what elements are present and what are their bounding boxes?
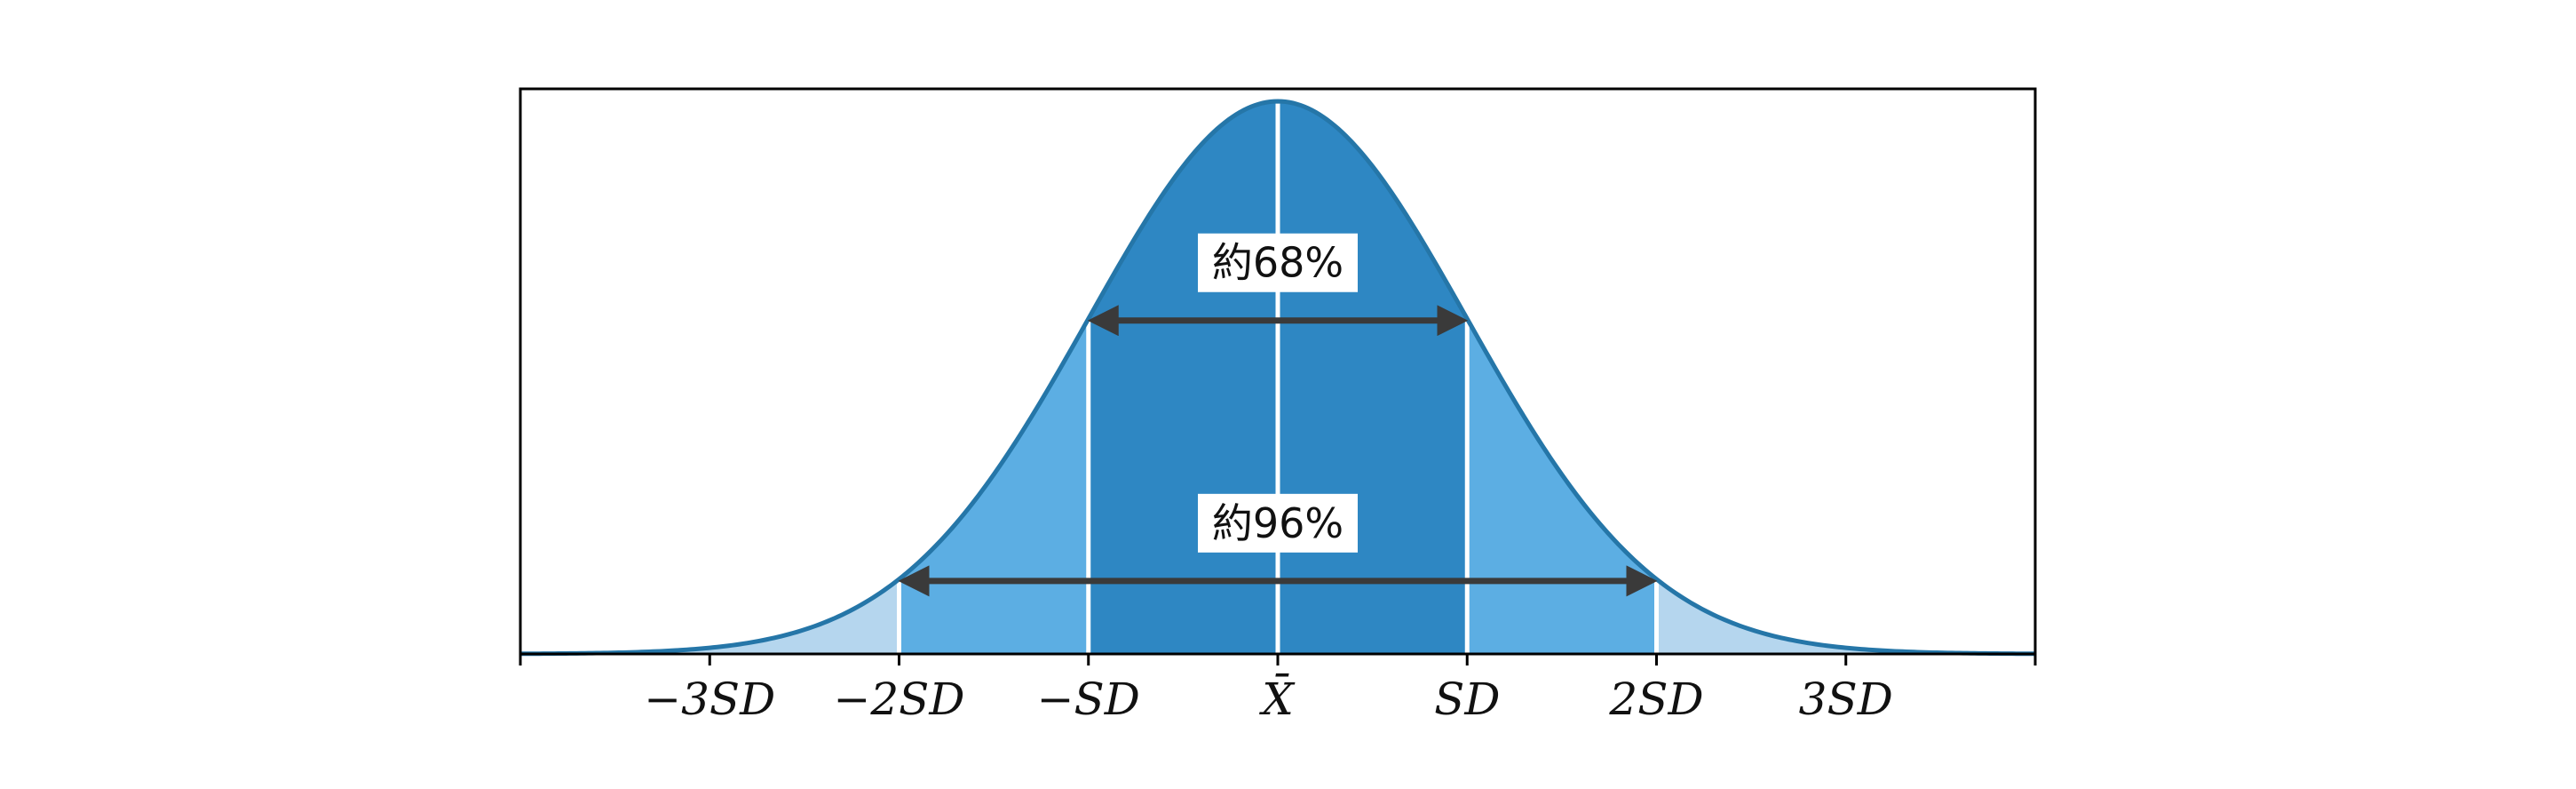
band-area-4 bbox=[1656, 578, 2035, 654]
x-tick-label: −3SD bbox=[644, 673, 775, 725]
annotation-label-bg-1 bbox=[1198, 493, 1358, 553]
x-tick-label: −SD bbox=[1037, 673, 1140, 725]
curve-outline bbox=[519, 99, 2036, 657]
annotation-label-0: 約68% bbox=[1212, 239, 1343, 287]
x-tick-label: 2SD bbox=[1608, 673, 1703, 725]
x-tick-label: SD bbox=[1434, 673, 1500, 725]
annotation-label-bg-0 bbox=[1198, 233, 1358, 292]
x-tick-label: −2SD bbox=[833, 673, 964, 725]
annotation-label-1: 約96% bbox=[1212, 499, 1343, 547]
ticks-layer: −3SD −2SD −SD X̄ SD 2SD 3SD bbox=[519, 654, 2037, 725]
x-tick-label: X̄ bbox=[1258, 673, 1296, 725]
annotations-layer: 約68% 約96% bbox=[898, 233, 1658, 597]
x-tick-label: 3SD bbox=[1799, 673, 1893, 725]
band-area-0 bbox=[520, 578, 900, 654]
